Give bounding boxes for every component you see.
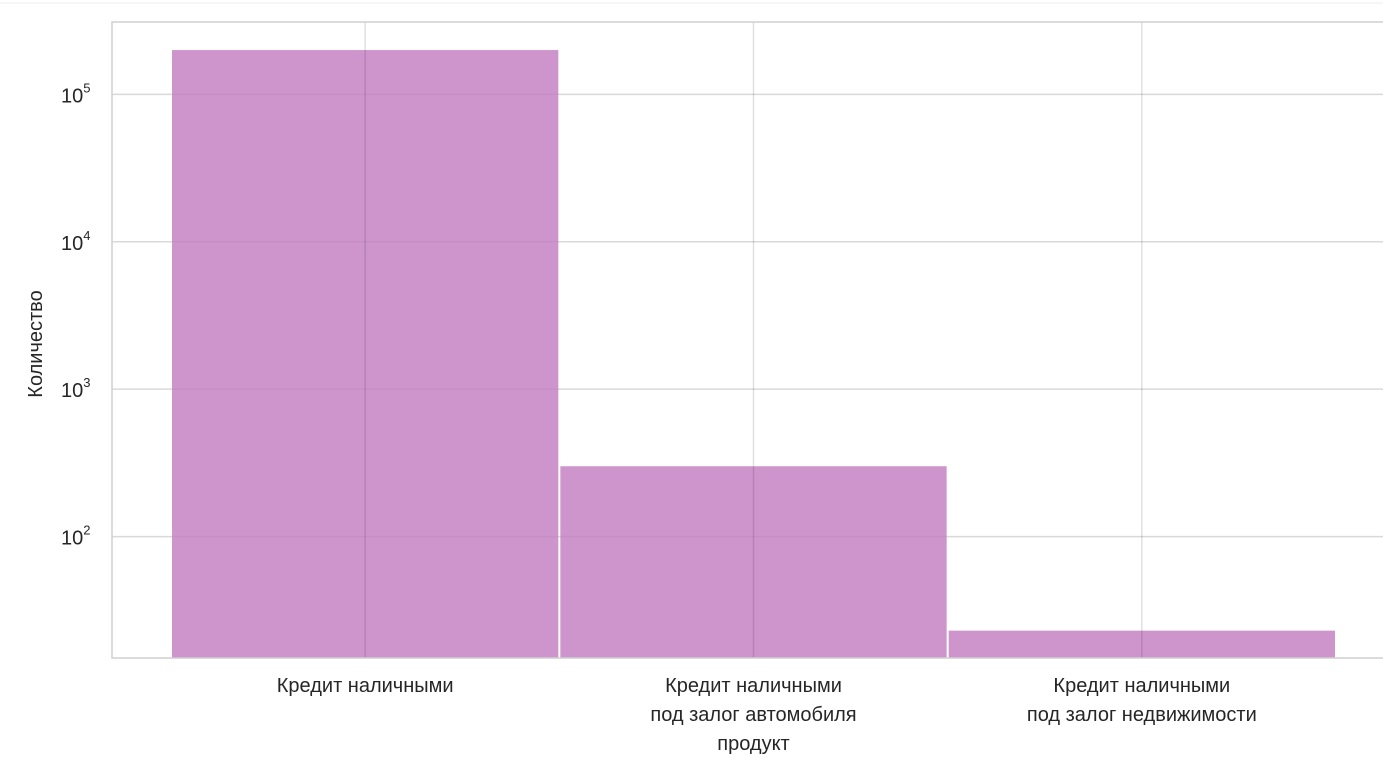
bar [560,466,947,658]
y-tick-label: 104 [61,228,90,255]
x-tick-label: Кредит наличными под залог недвижимости [1027,675,1257,726]
plot-frame [111,21,1383,659]
bars [172,50,1335,659]
bar [172,50,559,659]
y-tick-label: 102 [61,523,90,550]
y-tick-labels: 102 103 104 105 [61,80,90,549]
x-tick-label: Кредит наличными [277,675,454,697]
x-tick-labels: Кредит наличными Кредит наличными под зало… [277,675,1257,755]
y-tick-label: 105 [61,80,90,107]
vertical-grid-overlay [364,22,1143,658]
bar [948,630,1335,658]
x-tick-label: Кредит наличными под залог автомобиля прод… [650,675,856,755]
y-tick-label: 103 [61,375,90,402]
y-axis-label: Количество [25,290,47,397]
